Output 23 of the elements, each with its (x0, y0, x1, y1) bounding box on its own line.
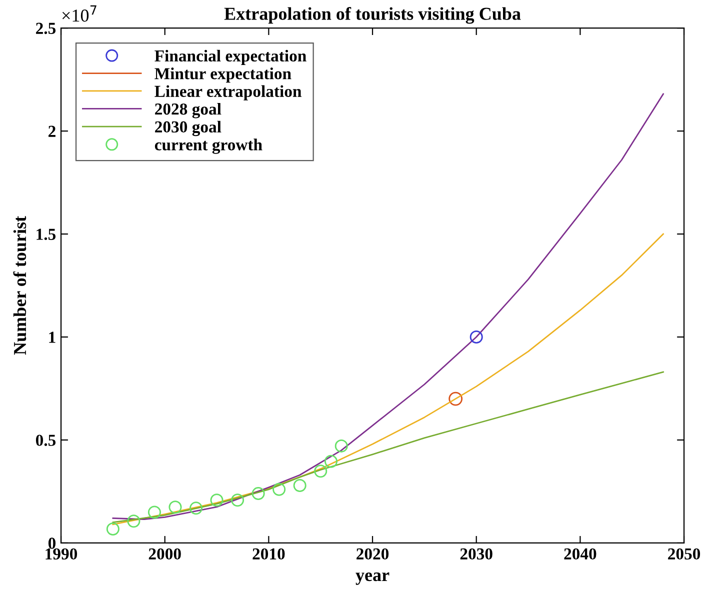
y-tick-label: 2 (48, 126, 56, 137)
x-tick-label: 2040 (564, 548, 596, 560)
legend-label: Linear extrapolation (154, 85, 302, 100)
x-tick-label: 2010 (252, 548, 285, 560)
y-tick-label: 0 (48, 538, 56, 549)
text: ×10$^{7}$ (62, 5, 96, 22)
y-tick-label: 0.5 (36, 434, 56, 446)
x-tick-label: 2000 (148, 548, 181, 560)
y-tick-label: 1.5 (36, 228, 56, 240)
chart-title: Extrapolation of tourists visiting Cuba (224, 7, 521, 24)
x-tick-label: 2020 (356, 548, 389, 560)
legend-label: Mintur expectation (154, 68, 292, 83)
legend-label: 2030 goal (155, 120, 222, 136)
legend-label: Financial expectation (154, 50, 306, 65)
x-tick-label: 2030 (460, 548, 492, 560)
x-axis-title: year (356, 572, 390, 585)
legend-label: 2028 goal (155, 102, 222, 118)
y-tick-label: 2.5 (36, 22, 56, 34)
x-tick-label: 2050 (668, 548, 700, 560)
legend-label: current growth (154, 138, 262, 154)
x-tick-label: 1990 (46, 548, 78, 560)
y-tick-label: 1 (49, 332, 56, 343)
y-axis-title: Number of tourist (13, 216, 26, 355)
